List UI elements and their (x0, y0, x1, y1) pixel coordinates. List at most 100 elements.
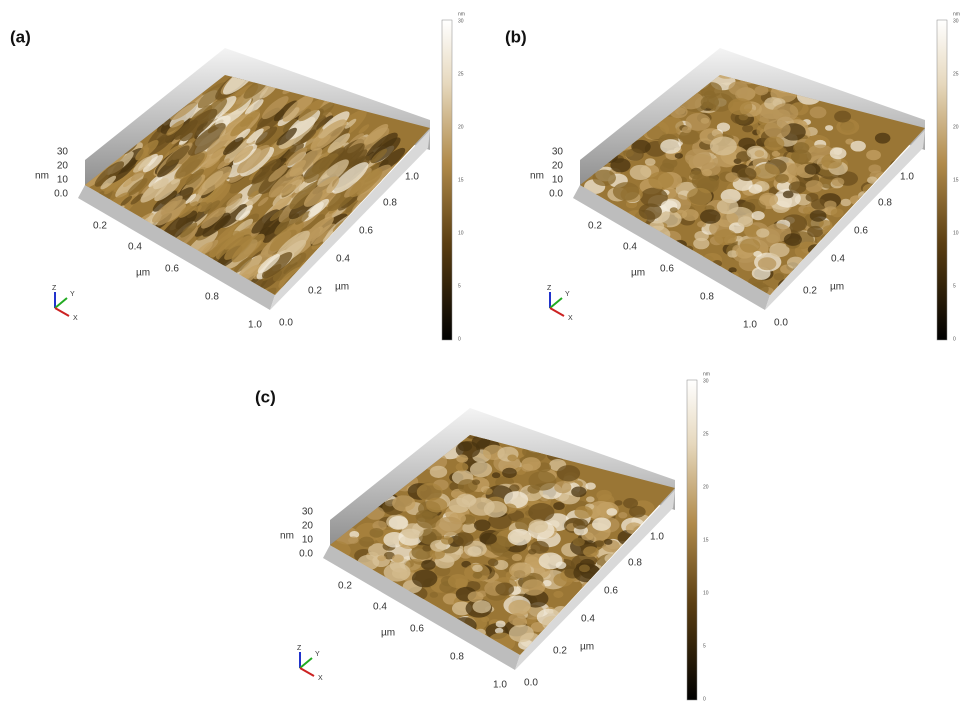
z-tick-label: 0.0 (299, 549, 313, 560)
gizmo-x (300, 668, 314, 676)
gizmo-label: Y (70, 291, 75, 298)
surface-feature (728, 81, 748, 95)
surface-feature (456, 454, 468, 462)
colorbar-tick-label: 20 (953, 124, 959, 130)
surface-feature (783, 191, 794, 199)
surface-feature (830, 147, 847, 159)
surface-feature (738, 216, 753, 227)
surface-feature (754, 150, 764, 157)
surface-feature (610, 158, 630, 172)
colorbar-tick-label: 25 (953, 71, 959, 77)
y-tick-label: 0.6 (854, 226, 868, 237)
surface-feature (764, 120, 791, 139)
colorbar-tick-label: 5 (953, 283, 956, 289)
z-tick-label: 10 (302, 535, 314, 546)
surface-feature (369, 528, 383, 538)
surface-feature (472, 479, 480, 485)
surface-feature (554, 481, 571, 493)
surface-feature (824, 201, 836, 210)
gizmo-y (550, 298, 562, 308)
y-tick-label: 0.2 (803, 286, 817, 297)
colorbar (442, 20, 452, 340)
surface-feature (392, 554, 404, 562)
panel-label: (a) (10, 27, 31, 46)
surface-feature (629, 506, 646, 518)
surface-feature (456, 494, 476, 508)
surface-feature (458, 441, 472, 451)
surface-feature (456, 463, 469, 472)
surface-feature (528, 503, 554, 521)
y-tick-label: 0.8 (628, 558, 642, 569)
surface-feature (717, 199, 739, 214)
y-tick-label: 0.0 (524, 678, 538, 689)
surface-feature (774, 273, 784, 280)
y-tick-label: 0.0 (774, 318, 788, 329)
y-tick-label: 0.4 (336, 254, 350, 265)
z-tick-label: 20 (552, 161, 564, 172)
x-tick-label: 1.0 (493, 680, 507, 691)
gizmo-label: Z (52, 285, 57, 292)
surface-feature (701, 96, 719, 109)
surface-feature (583, 546, 599, 557)
surface-feature (804, 163, 820, 174)
x-tick-label: 0.2 (93, 221, 107, 232)
surface-feature (556, 562, 567, 569)
surface-feature (690, 170, 703, 179)
colorbar-tick-label: 30 (953, 18, 959, 24)
surface-feature (717, 123, 730, 132)
x-tick-label: 0.4 (623, 242, 637, 253)
z-unit: nm (530, 171, 544, 182)
x-tick-label: 0.2 (588, 221, 602, 232)
y-tick-label: 1.0 (650, 532, 664, 543)
surface-feature (618, 512, 627, 518)
surface-feature (529, 519, 548, 533)
colorbar-tick-label: 15 (703, 537, 709, 543)
surface-feature (832, 178, 845, 187)
gizmo-x (55, 308, 69, 316)
gizmo-x (550, 308, 564, 316)
colorbar-tick-label: 20 (703, 484, 709, 490)
y-tick-label: 0.6 (604, 586, 618, 597)
surface-feature (784, 233, 802, 246)
colorbar-tick-label: 15 (953, 177, 959, 183)
surface-feature (810, 210, 827, 222)
z-tick-label: 20 (302, 521, 314, 532)
surface-feature (417, 483, 443, 501)
surface-feature (834, 111, 851, 123)
gizmo-label: Z (547, 285, 552, 292)
surface-feature (623, 149, 634, 157)
surface-feature (389, 516, 409, 530)
axis-gizmo: ZYX (547, 285, 573, 322)
surface-feature (810, 107, 827, 119)
colorbar-tick-label: 5 (458, 283, 461, 289)
surface-feature (508, 529, 532, 546)
surface-feature (685, 149, 711, 167)
colorbar-tick-label: 10 (703, 590, 709, 596)
y-tick-label: 0.8 (878, 198, 892, 209)
surface-feature (639, 203, 662, 219)
surface-feature (441, 536, 454, 545)
surface-feature (473, 600, 491, 613)
surface-feature (454, 532, 474, 546)
surface-feature (579, 564, 590, 572)
x-tick-label: 0.2 (338, 581, 352, 592)
surface-feature (604, 539, 613, 545)
surface-feature (606, 508, 617, 516)
x-tick-label: 1.0 (743, 320, 757, 331)
surface-feature (474, 519, 491, 531)
surface-feature (752, 211, 765, 220)
colorbar-tick-label: 0 (458, 336, 461, 342)
surface-feature (756, 228, 769, 237)
surface-feature (648, 172, 673, 190)
colorbar-tick-label: 0 (703, 696, 706, 702)
surface-feature (557, 465, 580, 481)
surface-feature (484, 501, 507, 517)
colorbar-unit: nm (703, 371, 710, 377)
surface-feature (392, 495, 415, 511)
y-tick-label: 0.4 (581, 614, 595, 625)
z-unit: nm (280, 531, 294, 542)
surface-feature (758, 257, 776, 270)
panel-label: (b) (505, 27, 527, 46)
x-tick-label: 0.6 (165, 264, 179, 275)
surface-feature (571, 486, 586, 497)
